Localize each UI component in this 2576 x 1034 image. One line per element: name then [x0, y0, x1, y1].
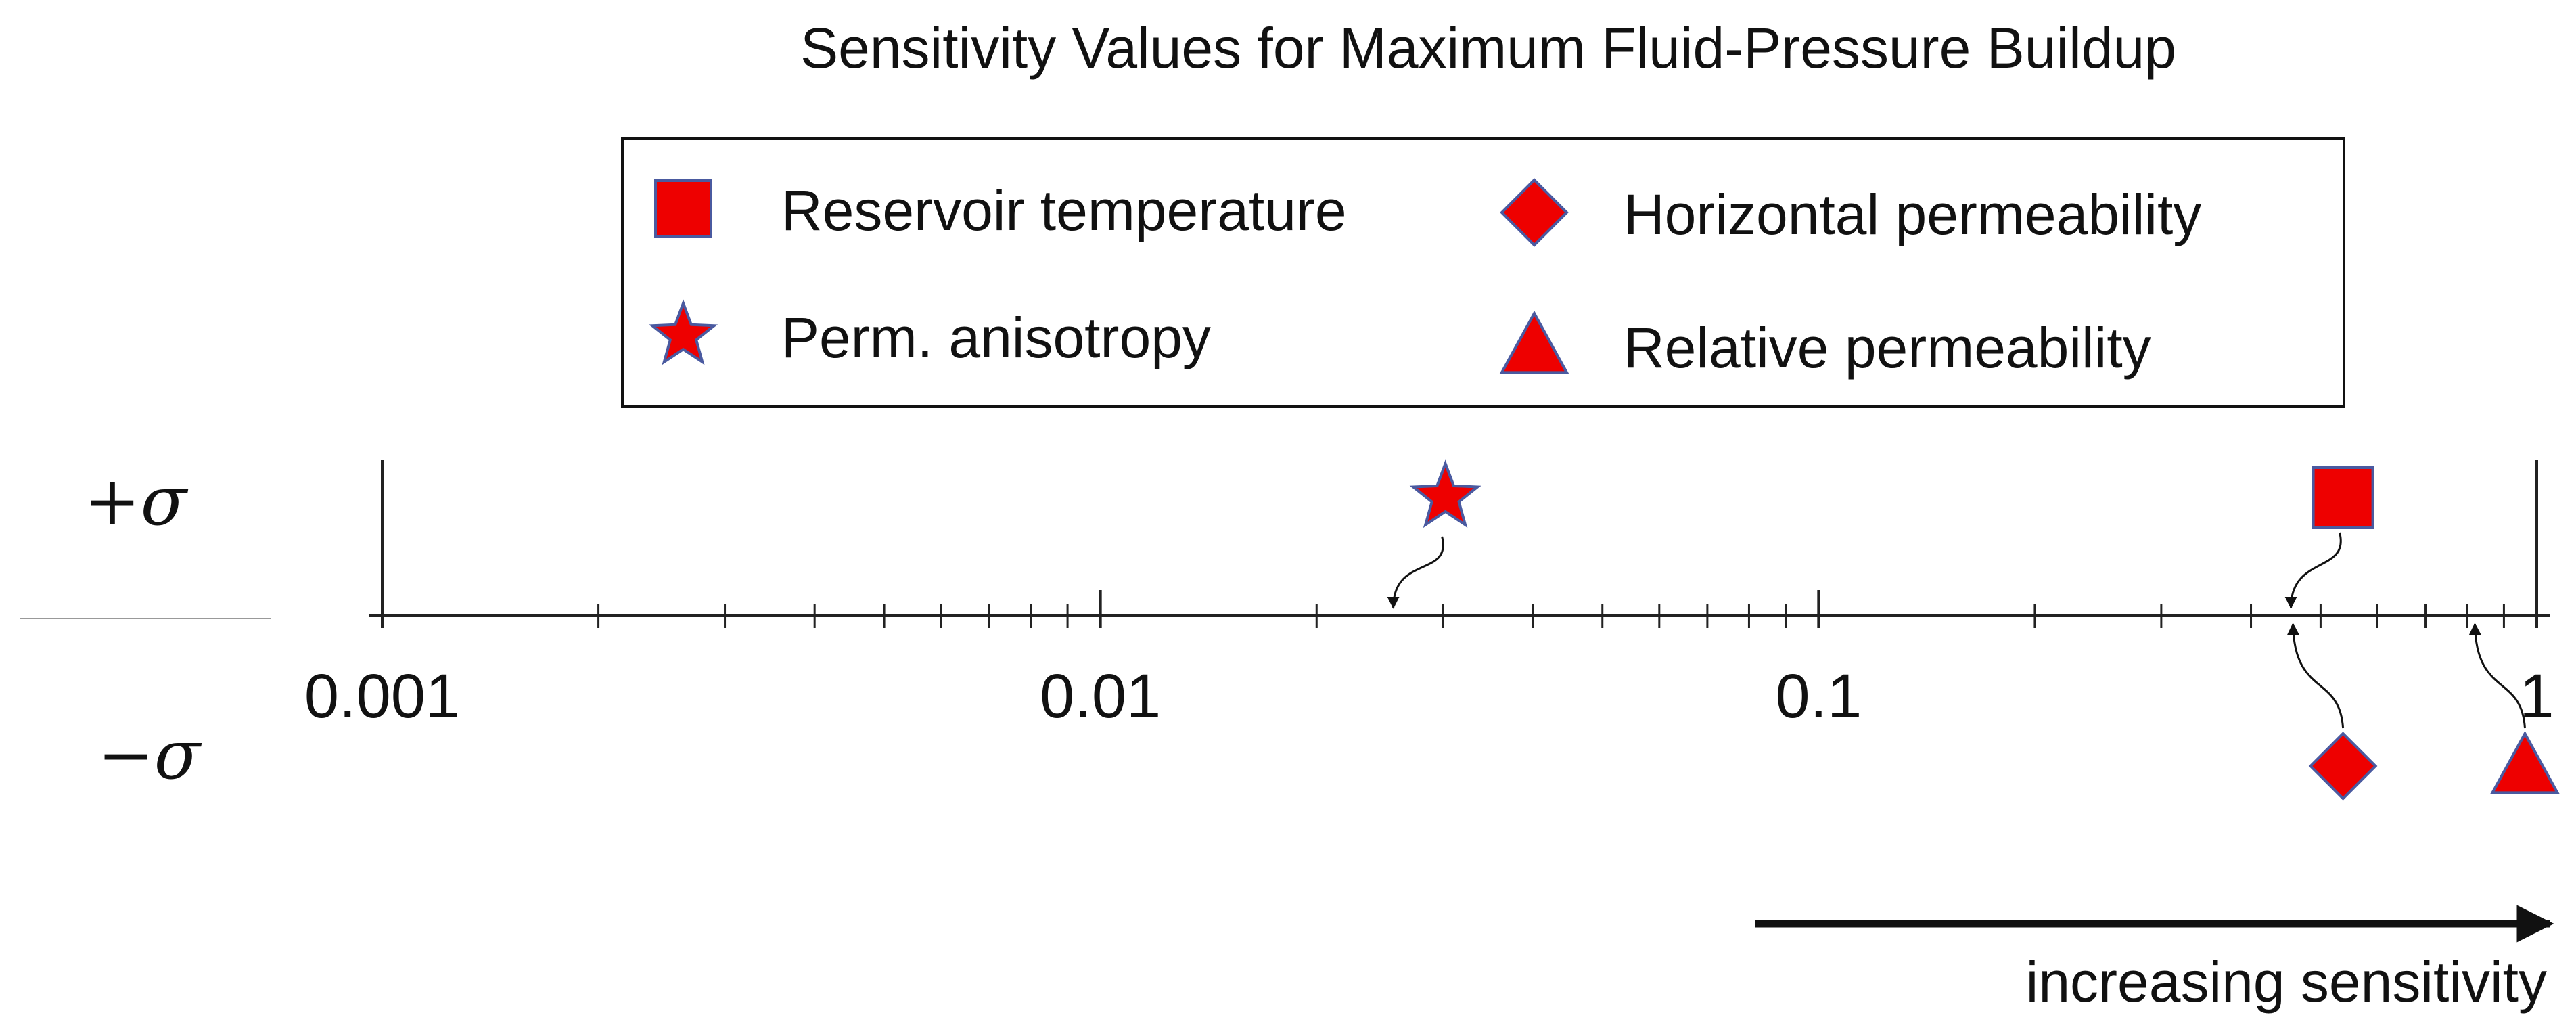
pointer-arrow-perm-anisotropy: [1387, 536, 1444, 609]
increasing-sensitivity-label: increasing sensitivity: [2026, 950, 2547, 1014]
x-tick-label: 0.01: [1040, 662, 1161, 731]
legend-marker-perm-anisotropy: [648, 299, 718, 365]
legend: Reservoir temperature Horizontal permeabi…: [621, 137, 2345, 408]
legend-label-relative-permeability: Relative permeability: [1624, 316, 2151, 380]
pointer-arrow-relative-permeability: [2468, 623, 2526, 729]
legend-marker-reservoir-temperature: [654, 179, 712, 238]
legend-box: [621, 137, 2345, 408]
data-markers: [1387, 459, 2560, 801]
x-axis: 0.001 0.01 0.1 1: [304, 460, 2554, 731]
pointer-arrow-horizontal-permeability: [2286, 623, 2345, 729]
x-tick-label: 1: [2519, 662, 2554, 731]
legend-label-perm-anisotropy: Perm. anisotropy: [781, 306, 1211, 369]
marker-horizontal-permeability: [2308, 732, 2378, 801]
legend-marker-horizontal-permeability: [1500, 178, 1569, 247]
legend-label-horizontal-permeability: Horizontal permeability: [1624, 183, 2201, 246]
legend-label-reservoir-temperature: Reservoir temperature: [781, 179, 1347, 242]
pointer-arrow-reservoir-temperature: [2284, 532, 2342, 609]
marker-reservoir-temperature: [2312, 466, 2374, 529]
marker-perm-anisotropy: [1409, 459, 1481, 529]
x-tick-label: 0.001: [304, 662, 460, 731]
marker-relative-permeability: [2490, 730, 2560, 794]
legend-marker-relative-permeability: [1499, 310, 1569, 374]
chart-title: Sensitivity Values for Maximum Fluid-Pre…: [800, 16, 2176, 80]
plus-sigma-label: +σ: [84, 462, 189, 541]
x-tick-label: 0.1: [1775, 662, 1862, 731]
minus-sigma-label: −σ: [97, 715, 202, 794]
